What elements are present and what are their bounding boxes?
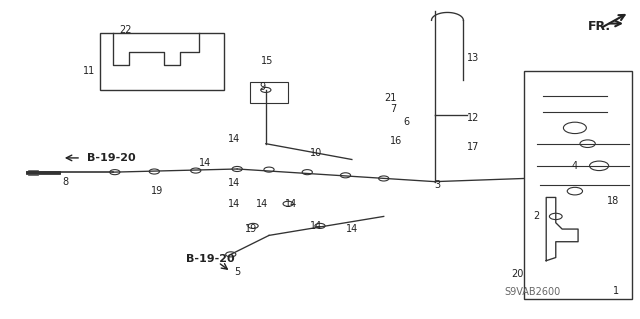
Text: B-19-20: B-19-20 <box>186 254 235 264</box>
Text: 13: 13 <box>467 53 479 63</box>
Text: 10: 10 <box>310 148 323 158</box>
Text: 12: 12 <box>467 113 479 123</box>
Text: 7: 7 <box>390 104 396 114</box>
Text: 14: 14 <box>228 178 240 188</box>
Text: FR.: FR. <box>588 20 611 33</box>
Text: 14: 14 <box>346 224 358 234</box>
Text: 6: 6 <box>403 116 409 127</box>
Text: B-19-20: B-19-20 <box>88 153 136 163</box>
Text: 1: 1 <box>613 286 620 296</box>
Text: 3: 3 <box>435 180 441 190</box>
Text: 21: 21 <box>384 93 396 103</box>
Text: 19: 19 <box>151 186 163 196</box>
Text: 16: 16 <box>390 136 403 145</box>
Text: 17: 17 <box>467 142 479 152</box>
Text: 14: 14 <box>228 134 240 144</box>
Text: 5: 5 <box>234 267 240 277</box>
Text: 8: 8 <box>62 177 68 187</box>
Bar <box>524 71 632 299</box>
Text: 14: 14 <box>285 199 297 209</box>
Text: 19: 19 <box>245 224 257 234</box>
Bar <box>100 33 225 90</box>
Text: S9VAB2600: S9VAB2600 <box>505 287 561 297</box>
Text: 14: 14 <box>228 199 240 209</box>
Text: 14: 14 <box>256 199 269 209</box>
Text: 18: 18 <box>607 196 619 206</box>
Text: 9: 9 <box>259 82 266 92</box>
Text: 15: 15 <box>261 56 274 66</box>
Text: 4: 4 <box>572 161 578 171</box>
Text: 14: 14 <box>199 158 211 168</box>
Text: 2: 2 <box>534 211 540 221</box>
Bar <box>250 82 288 103</box>
Text: 11: 11 <box>83 66 96 76</box>
Text: 20: 20 <box>511 269 524 279</box>
Text: 22: 22 <box>119 25 132 35</box>
Text: 14: 14 <box>310 221 323 231</box>
